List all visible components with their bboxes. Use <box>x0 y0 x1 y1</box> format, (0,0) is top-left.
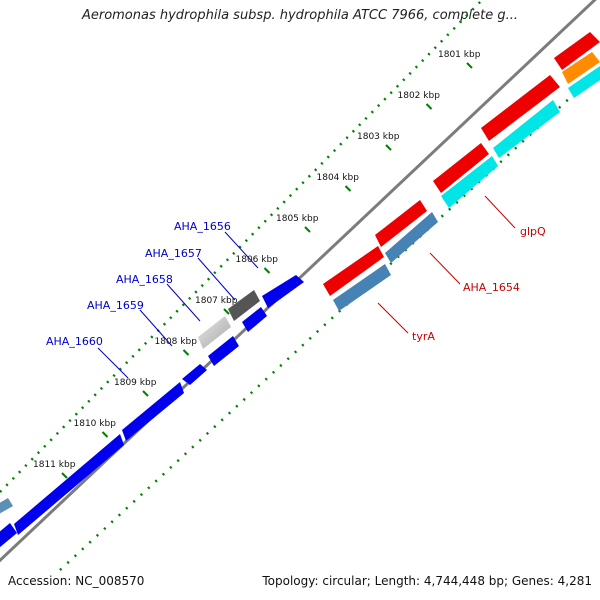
tick-label: 1802 kbp <box>398 91 441 101</box>
gene-label-aha1657[interactable]: AHA_1657 <box>145 247 202 260</box>
gene-feature[interactable] <box>14 434 124 535</box>
tick-mark <box>466 62 473 69</box>
tick-mark <box>385 144 392 151</box>
gene-feature[interactable] <box>441 156 498 208</box>
genome-summary-text: Topology: circular; Length: 4,744,448 bp… <box>262 574 592 588</box>
gene-label-aha1658[interactable]: AHA_1658 <box>116 273 173 286</box>
tick-mark <box>344 185 352 192</box>
tick-mark <box>304 226 311 233</box>
gene-feature[interactable] <box>122 382 184 441</box>
tick-mark <box>101 431 109 438</box>
label-leaders <box>97 195 516 379</box>
gene-feature[interactable] <box>228 290 260 321</box>
gene-feature[interactable] <box>0 523 17 558</box>
gene-label-aha1659[interactable]: AHA_1659 <box>87 299 144 312</box>
gene-feature[interactable] <box>208 336 239 366</box>
tick-mark <box>182 349 190 356</box>
gene-label-tyra[interactable]: tyrA <box>412 330 435 343</box>
gene-feature[interactable] <box>554 32 600 70</box>
tick-label: 1805 kbp <box>276 214 319 224</box>
tick-label: 1804 kbp <box>317 173 360 183</box>
tick-marks <box>61 62 473 479</box>
gene-feature[interactable] <box>385 212 438 263</box>
gene-feature[interactable] <box>481 75 560 141</box>
tick-mark <box>425 103 433 110</box>
forward-strand-genes <box>323 32 600 311</box>
tick-labels: 1801 kbp 1802 kbp 1803 kbp 1804 kbp 1805 kbp… <box>33 50 481 470</box>
gene-feature[interactable] <box>562 52 600 84</box>
gene-labels: AHA_1656 AHA_1657 AHA_1658 AHA_1659 AHA_… <box>46 220 546 348</box>
tick-label: 1808 kbp <box>155 337 198 347</box>
gene-label-glpq[interactable]: glpQ <box>520 225 546 238</box>
gene-label-aha1660[interactable]: AHA_1660 <box>46 335 103 348</box>
tick-label: 1809 kbp <box>114 378 157 388</box>
gene-label-aha1654[interactable]: AHA_1654 <box>463 281 520 294</box>
gene-feature[interactable] <box>0 498 13 522</box>
tick-mark <box>61 472 68 479</box>
tick-label: 1811 kbp <box>33 460 76 470</box>
gene-feature[interactable] <box>493 100 560 158</box>
tick-label: 1801 kbp <box>438 50 481 60</box>
gene-feature[interactable] <box>333 264 391 311</box>
gene-feature[interactable] <box>323 246 384 296</box>
tick-label: 1810 kbp <box>74 419 117 429</box>
gene-feature[interactable] <box>568 66 600 98</box>
gene-feature[interactable] <box>242 307 267 332</box>
reverse-strand-genes <box>0 275 304 558</box>
tick-mark <box>142 390 149 397</box>
tick-mark <box>223 308 230 315</box>
gene-feature[interactable] <box>433 143 489 193</box>
map-title: Aeromonas hydrophila subsp. hydrophila A… <box>81 8 519 23</box>
gene-label-aha1656[interactable]: AHA_1656 <box>174 220 231 233</box>
gene-feature[interactable] <box>182 364 207 385</box>
gene-feature[interactable] <box>375 200 427 247</box>
tick-label: 1806 kbp <box>236 255 279 265</box>
tick-mark <box>263 267 271 274</box>
tick-label: 1803 kbp <box>357 132 400 142</box>
gene-feature[interactable] <box>262 275 304 308</box>
accession-text: Accession: NC_008570 <box>8 574 145 588</box>
tick-label: 1807 kbp <box>195 296 238 306</box>
gene-feature[interactable] <box>198 316 231 349</box>
outer-tick-row <box>59 69 600 571</box>
